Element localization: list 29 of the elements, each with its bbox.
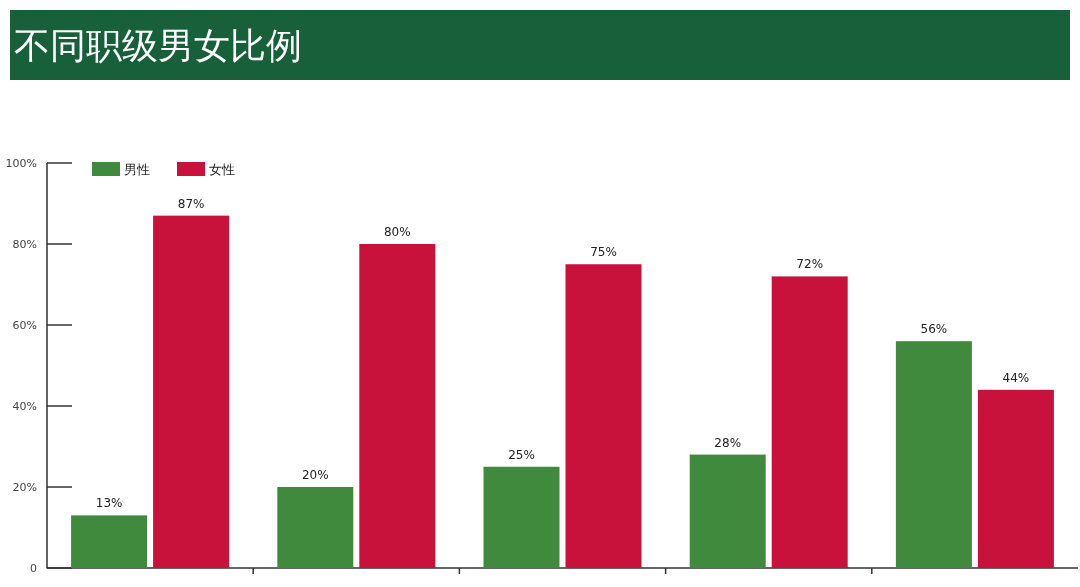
data-label: 56% bbox=[920, 322, 948, 337]
data-label: 20% bbox=[301, 468, 329, 482]
data-label: 80% bbox=[383, 225, 411, 239]
data-label: 87% bbox=[177, 196, 205, 211]
bar bbox=[153, 215, 230, 568]
data-label: 72% bbox=[796, 257, 824, 272]
bar bbox=[895, 341, 972, 568]
y-tick-label: 0 bbox=[30, 562, 37, 575]
y-tick-label: 40% bbox=[12, 400, 37, 413]
data-label: 44% bbox=[1002, 370, 1030, 385]
legend-label: 女性 bbox=[209, 162, 235, 177]
data-label: 75% bbox=[590, 245, 617, 260]
bar bbox=[565, 264, 642, 568]
bar bbox=[977, 389, 1054, 568]
bar bbox=[483, 466, 560, 568]
bar bbox=[71, 515, 148, 568]
y-tick-label: 20% bbox=[12, 481, 37, 494]
y-tick-label: 100% bbox=[5, 157, 37, 170]
title: 不同职级男女比例 bbox=[14, 25, 302, 66]
data-label: 25% bbox=[508, 447, 535, 462]
y-tick-label: 60% bbox=[12, 319, 37, 332]
bar bbox=[689, 454, 766, 568]
data-label: 13% bbox=[95, 496, 123, 511]
bar bbox=[277, 487, 354, 568]
bar bbox=[771, 276, 848, 568]
y-tick-label: 80% bbox=[12, 238, 37, 251]
data-label: 28% bbox=[714, 435, 742, 450]
legend-label: 男性 bbox=[124, 162, 150, 177]
bar bbox=[359, 244, 436, 568]
